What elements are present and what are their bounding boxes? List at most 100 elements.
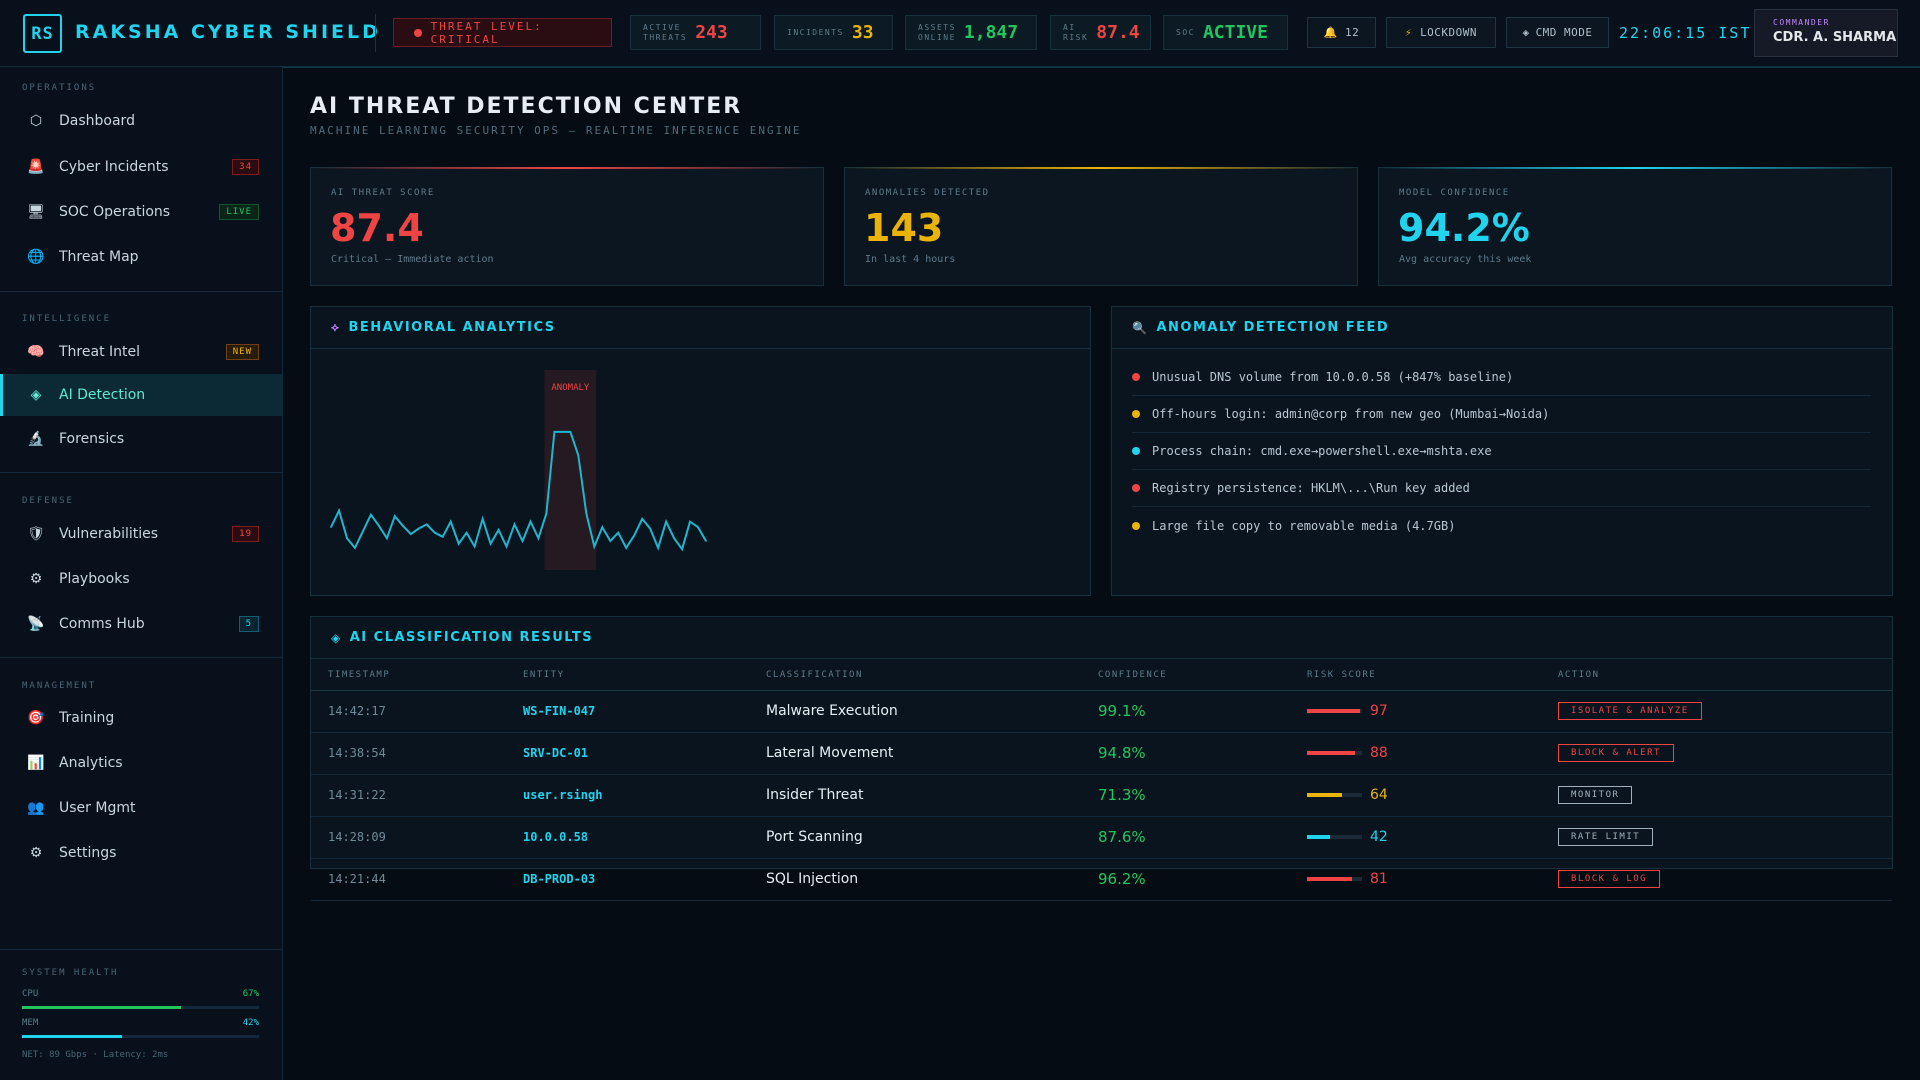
behavior-series-line <box>330 430 707 552</box>
column-header[interactable]: RISK SCORE <box>1290 660 1541 691</box>
panel-title: BEHAVIORAL ANALYTICS <box>348 320 556 335</box>
confidence-cell: 71.3% <box>1081 774 1290 817</box>
main-content: AI THREAT DETECTION CENTER MACHINE LEARN… <box>283 67 1920 1080</box>
action-button[interactable]: BLOCK & LOG <box>1558 870 1661 888</box>
sidebar-item-soc-operations[interactable]: 🖥 SOC Operations LIVE <box>0 191 283 233</box>
data-point <box>346 537 348 539</box>
sidebar-item-label: AI Detection <box>59 387 146 403</box>
action-cell: RATE LIMIT <box>1541 816 1892 859</box>
feed-item[interactable]: Large file copy to removable media (4.7G… <box>1132 507 1871 544</box>
lockdown-label: LOCKDOWN <box>1420 26 1478 39</box>
data-point <box>593 545 596 548</box>
users-icon: 👥 <box>27 800 45 816</box>
stat-soc: SOC ACTIVE <box>1163 15 1288 50</box>
kpi-label: MODEL CONFIDENCE <box>1399 188 1510 198</box>
data-point <box>362 530 364 533</box>
entity-link[interactable]: 10.0.0.58 <box>506 816 749 859</box>
data-point <box>529 520 532 523</box>
stat-incidents: INCIDENTS 33 <box>774 15 893 50</box>
mem-row: MEM 42% <box>22 1018 259 1028</box>
stat-ai-risk: AI RISK 87.4 <box>1050 15 1151 50</box>
sidebar-item-comms-hub[interactable]: 📡 Comms Hub 5 <box>0 603 283 645</box>
siren-icon: 🚨 <box>27 159 45 175</box>
sidebar-item-analytics[interactable]: 📊 Analytics <box>0 742 283 784</box>
table-row[interactable]: 14:38:54 SRV-DC-01 Lateral Movement 94.8% 88… <box>311 732 1892 775</box>
notifications-button[interactable]: 🔔 12 <box>1307 17 1376 48</box>
data-point <box>601 526 604 528</box>
kpi-accent-line <box>311 167 823 169</box>
data-point <box>537 537 540 539</box>
commander-profile[interactable]: COMMANDER CDR. A. SHARMA <box>1754 9 1898 57</box>
section-title-intelligence: INTELLIGENCE <box>22 314 112 324</box>
brand-title: RAKSHA CYBER SHIELD <box>75 21 381 43</box>
risk-bar <box>1307 835 1362 839</box>
data-point <box>689 520 691 523</box>
kpi-subtext: Avg accuracy this week <box>1399 254 1532 265</box>
sidebar-item-label: Cyber Incidents <box>59 159 169 175</box>
live-badge: LIVE <box>219 204 259 220</box>
feed-item-text: Off-hours login: admin@corp from new geo… <box>1152 407 1550 421</box>
column-header[interactable]: ENTITY <box>506 660 749 691</box>
sidebar-item-label: Forensics <box>59 431 125 447</box>
feed-item[interactable]: Off-hours login: admin@corp from new geo… <box>1132 396 1871 433</box>
sidebar-item-threat-intel[interactable]: 🧠 Threat Intel NEW <box>0 331 283 373</box>
feed-item[interactable]: Registry persistence: HKLM\...\Run key a… <box>1132 470 1871 507</box>
data-point <box>409 533 412 535</box>
sidebar-item-settings[interactable]: ⚙ Settings <box>0 832 283 874</box>
feed-item-text: Process chain: cmd.exe→powershell.exe→ms… <box>1152 444 1492 458</box>
table-row[interactable]: 14:21:44 DB-PROD-03 SQL Injection 96.2% 81 BL… <box>311 858 1892 901</box>
sidebar-item-cyber-incidents[interactable]: 🚨 Cyber Incidents 34 <box>0 146 283 188</box>
entity-link[interactable]: WS-FIN-047 <box>506 690 749 733</box>
risk-score-cell: 42 <box>1290 816 1541 859</box>
column-header[interactable]: TIMESTAMP <box>311 660 506 691</box>
sidebar-item-threat-map[interactable]: 🌐 Threat Map <box>0 236 283 278</box>
entity-link[interactable]: DB-PROD-03 <box>506 858 749 901</box>
table-row[interactable]: 14:28:09 10.0.0.58 Port Scanning 87.6% 42 RAT… <box>311 816 1892 859</box>
column-header[interactable]: CONFIDENCE <box>1081 660 1290 691</box>
sidebar-item-training[interactable]: 🎯 Training <box>0 697 283 739</box>
panel-title: AI CLASSIFICATION RESULTS <box>349 630 594 645</box>
clock: 22:06:15 IST <box>1619 24 1752 42</box>
stat-label: AI RISK <box>1063 22 1089 42</box>
entity-link[interactable]: SRV-DC-01 <box>506 732 749 775</box>
sidebar-item-forensics[interactable]: 🔬 Forensics <box>0 418 283 460</box>
diamond-icon: ◈ <box>30 387 42 403</box>
data-point <box>617 531 620 534</box>
column-header[interactable]: ACTION <box>1541 660 1892 691</box>
feed-item[interactable]: Unusual DNS volume from 10.0.0.58 (+847%… <box>1132 359 1871 396</box>
sidebar-item-ai-detection[interactable]: ◈ AI Detection <box>0 374 283 416</box>
feed-item-text: Large file copy to removable media (4.7G… <box>1152 518 1456 533</box>
threat-level-badge: THREAT LEVEL: CRITICAL <box>393 18 612 47</box>
sidebar-item-user-mgmt[interactable]: 👥 User Mgmt <box>0 787 283 829</box>
sidebar-item-vulnerabilities[interactable]: 🛡 Vulnerabilities 19 <box>0 513 283 555</box>
cmd-mode-button[interactable]: ◈ CMD MODE <box>1506 17 1609 48</box>
stat-value: 87.4 <box>1096 22 1140 43</box>
table-row[interactable]: 14:31:22 user.rsingh Insider Threat 71.3% 64… <box>311 774 1892 817</box>
classification-cell: SQL Injection <box>749 858 1081 901</box>
column-header[interactable]: CLASSIFICATION <box>749 660 1081 691</box>
action-button[interactable]: MONITOR <box>1558 786 1633 804</box>
lockdown-button[interactable]: ⚡ LOCKDOWN <box>1386 17 1496 48</box>
table-row[interactable]: 14:42:17 WS-FIN-047 Malware Execution 99.1%… <box>311 690 1892 733</box>
stat-label: SOC <box>1176 27 1195 37</box>
action-button[interactable]: RATE LIMIT <box>1558 828 1654 846</box>
stat-assets-online: ASSETS ONLINE 1,847 <box>905 15 1037 50</box>
kpi-value: 94.2% <box>1398 206 1530 250</box>
action-button[interactable]: BLOCK & ALERT <box>1558 744 1674 762</box>
panel-header: ◈ AI CLASSIFICATION RESULTS <box>311 617 1892 659</box>
page-subtitle: MACHINE LEARNING SECURITY OPS — REALTIME… <box>310 124 802 137</box>
entity-link[interactable]: user.rsingh <box>506 774 749 817</box>
feed-item[interactable]: Process chain: cmd.exe→powershell.exe→ms… <box>1132 433 1871 470</box>
action-button[interactable]: ISOLATE & ANALYZE <box>1558 702 1702 720</box>
data-point <box>681 548 683 551</box>
section-divider <box>0 657 283 658</box>
data-point <box>441 536 444 538</box>
sidebar-item-dashboard[interactable]: ⬡ Dashboard <box>0 100 283 142</box>
panel-title: ANOMALY DETECTION FEED <box>1156 320 1390 335</box>
severity-dot-icon <box>1132 447 1140 455</box>
data-point <box>569 431 572 433</box>
anomaly-feed-panel: 🔍 ANOMALY DETECTION FEED Unusual DNS vol… <box>1111 306 1893 596</box>
sidebar-item-playbooks[interactable]: ⚙ Playbooks <box>0 558 283 600</box>
divider <box>375 14 376 52</box>
section-divider <box>0 472 283 473</box>
